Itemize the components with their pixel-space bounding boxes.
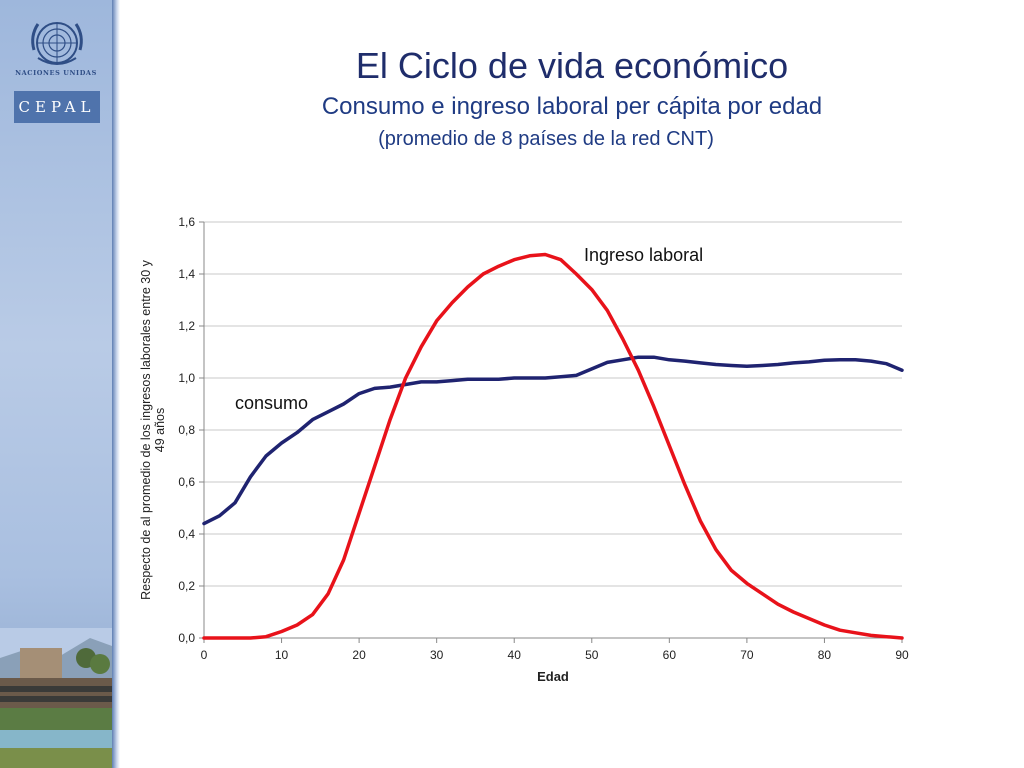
y-tick-label: 1,4 xyxy=(178,267,195,281)
x-tick-label: 60 xyxy=(663,648,677,662)
series-line-consumo xyxy=(202,355,904,526)
x-tick-label: 80 xyxy=(818,648,832,662)
page-title: El Ciclo de vida económico xyxy=(355,45,789,86)
y-tick-label: 0,8 xyxy=(178,423,195,437)
x-tick-label: 0 xyxy=(201,648,208,662)
y-tick-label: 1,6 xyxy=(178,215,195,229)
x-axis-label: Edad xyxy=(537,669,569,684)
page-subtitle: Consumo e ingreso laboral per cápita por… xyxy=(321,93,823,120)
y-tick-label: 0,4 xyxy=(178,527,195,541)
cepal-logo: CEPAL xyxy=(14,91,100,123)
x-tick-label: 30 xyxy=(430,648,444,662)
x-tick-label: 50 xyxy=(585,648,599,662)
un-emblem-icon xyxy=(31,22,83,65)
series-line-ingreso-laboral xyxy=(202,252,904,640)
x-tick-label: 70 xyxy=(740,648,754,662)
y-tick-label: 0,2 xyxy=(178,579,195,593)
building-photo xyxy=(0,628,112,768)
y-axis-label: Respecto de al promedio de los ingresos … xyxy=(139,259,167,600)
x-tick-label: 40 xyxy=(508,648,522,662)
un-logo-text: NACIONES UNIDAS xyxy=(15,69,97,77)
y-tick-label: 1,2 xyxy=(178,319,195,333)
page-note: (promedio de 8 países de la red CNT) xyxy=(378,128,714,150)
x-tick-label: 20 xyxy=(352,648,366,662)
annotation-label: Ingreso laboral xyxy=(584,245,703,265)
y-tick-label: 1,0 xyxy=(178,371,195,385)
y-tick-label: 0,0 xyxy=(178,631,195,645)
x-tick-label: 10 xyxy=(275,648,289,662)
annotation-label: consumo xyxy=(235,393,308,413)
sidebar-stripe xyxy=(112,0,120,768)
y-tick-label: 0,6 xyxy=(178,475,195,489)
x-tick-label: 90 xyxy=(895,648,909,662)
sidebar-panel: NACIONES UNIDAS CEPAL xyxy=(0,0,112,768)
